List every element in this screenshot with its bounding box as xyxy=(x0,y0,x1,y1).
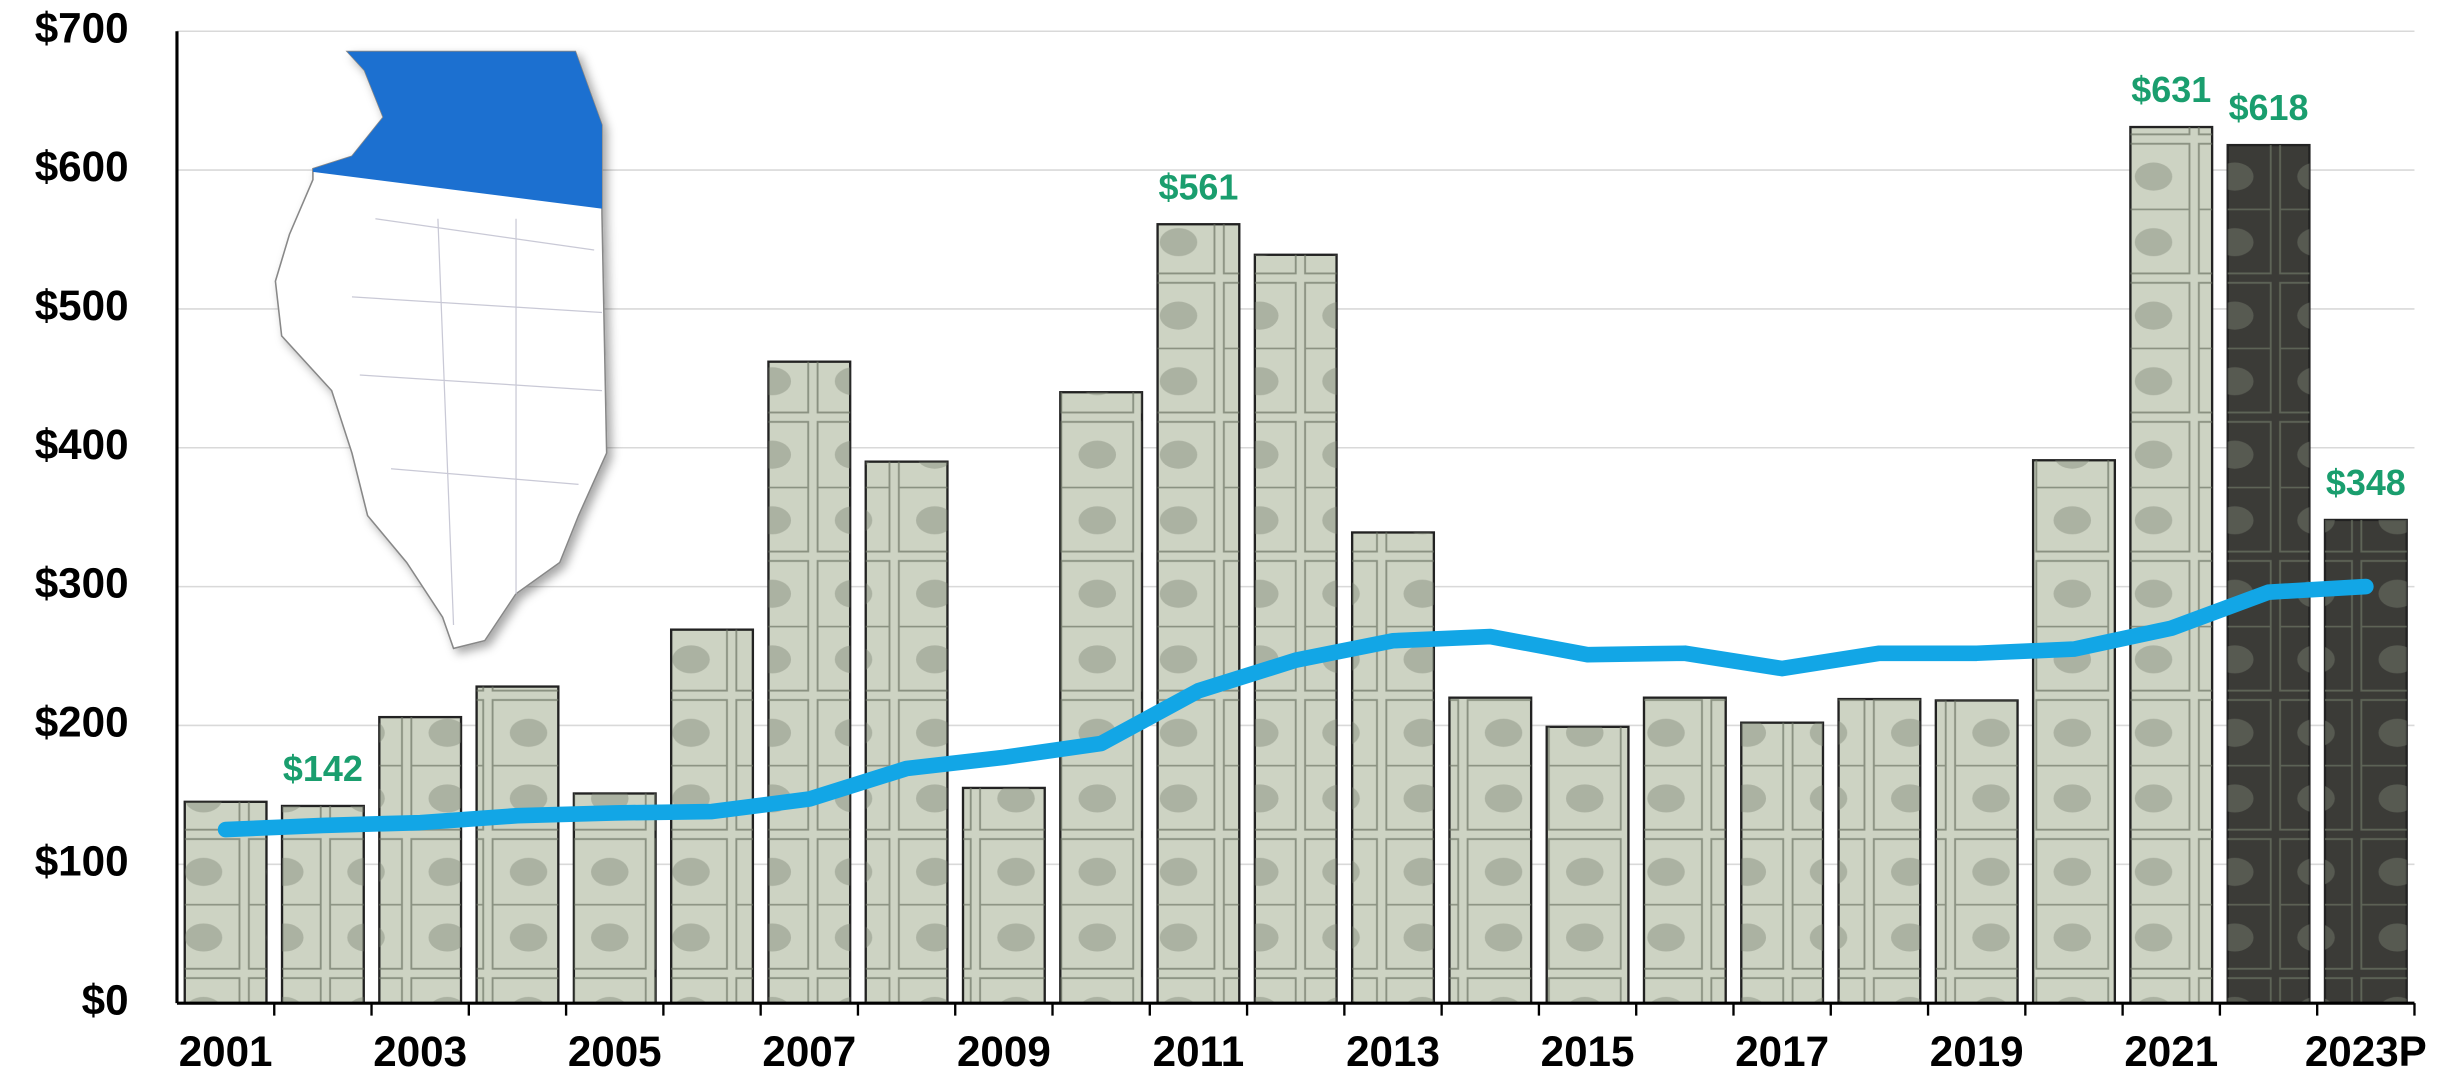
x-tick-label: 2017 xyxy=(1735,1028,1829,1075)
value-label: $348 xyxy=(2326,462,2406,503)
y-tick-label: $600 xyxy=(35,143,129,190)
x-tick-label: 2011 xyxy=(1153,1028,1245,1075)
x-tick-label: 2007 xyxy=(762,1028,856,1075)
bar-texture xyxy=(574,793,656,1003)
x-tick-label: 2001 xyxy=(179,1028,273,1075)
illinois-map xyxy=(275,52,606,649)
x-tick-label: 2021 xyxy=(2124,1028,2218,1075)
y-tick-label: $0 xyxy=(82,976,129,1023)
bar-texture xyxy=(1936,700,2018,1003)
value-label: $561 xyxy=(1158,166,1238,207)
bar-texture xyxy=(1547,727,1629,1003)
value-label: $618 xyxy=(2229,87,2309,128)
bar-texture xyxy=(1060,392,1142,1003)
bar-texture xyxy=(379,717,461,1003)
y-tick-label: $200 xyxy=(35,699,129,746)
x-tick-label: 2009 xyxy=(957,1028,1051,1075)
bar-texture xyxy=(1449,698,1531,1003)
x-tick-label: 2003 xyxy=(373,1028,467,1075)
bar-texture xyxy=(1644,698,1726,1003)
x-tick-label: 2015 xyxy=(1541,1028,1635,1075)
bar-texture xyxy=(1255,255,1337,1003)
bar-texture xyxy=(2130,127,2212,1003)
chart: $142 $561 $631 $618 $348 $0 $100 $200 $300 $400 $… xyxy=(0,0,2443,1075)
bar-texture xyxy=(963,788,1045,1003)
x-tick-label: 2019 xyxy=(1930,1028,2024,1075)
x-tick-label: 2023P xyxy=(2305,1028,2427,1075)
y-tick-label: $400 xyxy=(35,421,129,468)
bar-texture xyxy=(1741,723,1823,1003)
bar-texture xyxy=(477,687,559,1004)
y-tick-label: $100 xyxy=(35,837,129,884)
x-tick-label: 2013 xyxy=(1346,1028,1440,1075)
value-label: $631 xyxy=(2131,69,2211,110)
bar-texture xyxy=(866,462,948,1003)
x-tick-label: 2005 xyxy=(568,1028,662,1075)
bar-texture xyxy=(768,362,850,1003)
bar-texture xyxy=(1158,224,1240,1003)
bar-texture xyxy=(282,806,364,1003)
bar-texture xyxy=(2228,145,2310,1003)
bar-texture xyxy=(1839,699,1921,1003)
bar-texture xyxy=(1352,532,1434,1003)
bar-texture xyxy=(2033,460,2115,1003)
y-tick-label: $500 xyxy=(35,282,129,329)
y-tick-label: $300 xyxy=(35,560,129,607)
y-tick-label: $700 xyxy=(35,4,129,51)
value-label: $142 xyxy=(283,748,363,789)
